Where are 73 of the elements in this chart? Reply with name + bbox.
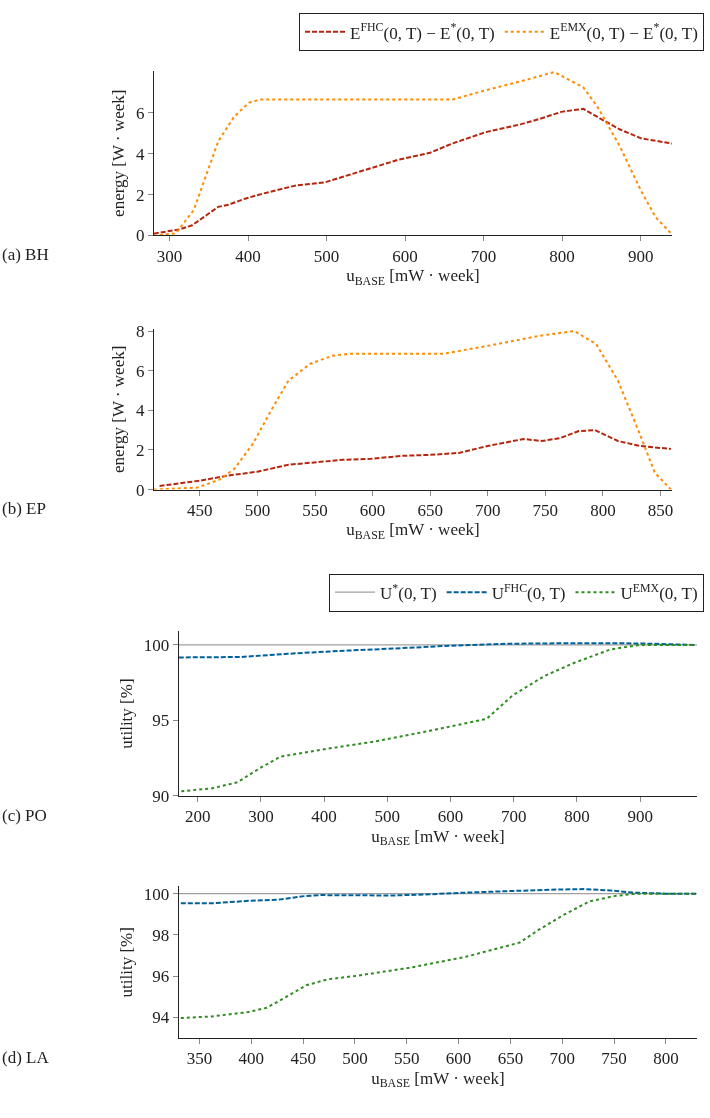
x-axis-title: u$_{BASE}$ [mW · week]	[346, 520, 480, 542]
x-tick-label: 750	[532, 500, 559, 520]
x-tick-label: 800	[653, 1049, 679, 1069]
x-tick-label: 550	[302, 500, 328, 520]
x-tick-label: 700	[475, 500, 501, 520]
legend-label: E$^{FHC}$(0, T) − E$^{*}$(0, T)	[350, 20, 495, 43]
y-tick-label: 100	[143, 884, 170, 904]
y-tick-label: 95	[152, 711, 170, 731]
x-tick-label: 700	[470, 246, 497, 266]
x-tick-label: 350	[186, 1049, 213, 1069]
y-tick-label: 94	[152, 1008, 170, 1028]
line-series	[179, 888, 697, 905]
x-tick-label: 550	[394, 1049, 420, 1069]
line-series	[158, 429, 672, 487]
x-tick-label: 650	[497, 1049, 524, 1069]
x-axis-title: u$_{BASE}$ [mW · week]	[371, 1068, 505, 1091]
legend-label: E$^{EMX}$(0, T) − E$^{*}$(0, T)	[549, 20, 698, 43]
x-axis-title: u$_{BASE}$ [mW · week]	[371, 826, 505, 849]
y-tick-label: 96	[152, 967, 170, 987]
y-axis-title: utility [%]	[117, 927, 137, 998]
legend-label: U$^{*}$(0, T)	[380, 580, 437, 603]
x-tick-label: 600	[392, 246, 418, 266]
y-tick-label: 4	[135, 144, 145, 164]
x-tick-label: 500	[374, 807, 401, 827]
x-tick-label: 200	[184, 807, 211, 827]
x-tick-label: 500	[244, 500, 271, 520]
y-tick-label: 4	[135, 401, 145, 421]
line-series	[153, 71, 673, 236]
x-tick-label: 300	[248, 807, 274, 827]
x-tick-label: 400	[238, 1049, 265, 1069]
x-tick-label: 900	[627, 246, 654, 266]
text: (b) EP	[2, 499, 46, 518]
y-tick-label: 90	[152, 786, 170, 806]
x-tick-label: 800	[549, 246, 575, 266]
x-tick-label: 750	[601, 1049, 627, 1069]
y-tick-label: 8	[135, 321, 145, 341]
y-axis-title: energy [W · week]	[109, 345, 129, 473]
line-series	[179, 892, 697, 1020]
y-axis-title: utility [%]	[117, 678, 137, 749]
x-tick-label: 500	[342, 1049, 368, 1069]
x-tick-label: 400	[235, 246, 261, 266]
text: (a) BH	[2, 245, 49, 264]
legend-label: U$^{FHC}$(0, T)	[491, 580, 566, 603]
x-tick-label: 700	[549, 1049, 576, 1069]
y-tick-label: 6	[135, 103, 145, 123]
x-tick-label: 800	[564, 807, 590, 827]
x-tick-label: 600	[437, 807, 464, 827]
x-tick-label: 600	[359, 500, 386, 520]
x-tick-label: 600	[445, 1049, 472, 1069]
x-tick-label: 900	[627, 807, 653, 827]
y-tick-label: 100	[143, 635, 170, 655]
x-tick-label: 700	[500, 807, 527, 827]
y-tick-label: 98	[152, 925, 170, 945]
x-tick-label: 500	[313, 246, 340, 266]
y-tick-label: 6	[135, 361, 145, 381]
text: (d) LA	[2, 1048, 50, 1067]
x-axis-title: u$_{BASE}$ [mW · week]	[346, 266, 480, 288]
x-tick-label: 400	[311, 807, 337, 827]
y-tick-label: 2	[135, 185, 145, 205]
text: (c) PO	[2, 806, 47, 825]
y-tick-label: 0	[135, 480, 145, 500]
y-axis-title: energy [W · week]	[109, 89, 129, 217]
legend-label: U$^{EMX}$(0, T)	[620, 580, 698, 603]
x-tick-label: 650	[417, 500, 443, 520]
line-series	[153, 330, 672, 490]
x-tick-label: 450	[290, 1049, 316, 1069]
line-series	[178, 642, 697, 659]
y-tick-label: 2	[135, 440, 145, 460]
x-tick-label: 800	[590, 500, 616, 520]
y-tick-label: 0	[135, 226, 145, 246]
x-tick-label: 850	[647, 500, 674, 520]
x-tick-label: 300	[156, 246, 183, 266]
x-tick-label: 450	[187, 500, 213, 520]
